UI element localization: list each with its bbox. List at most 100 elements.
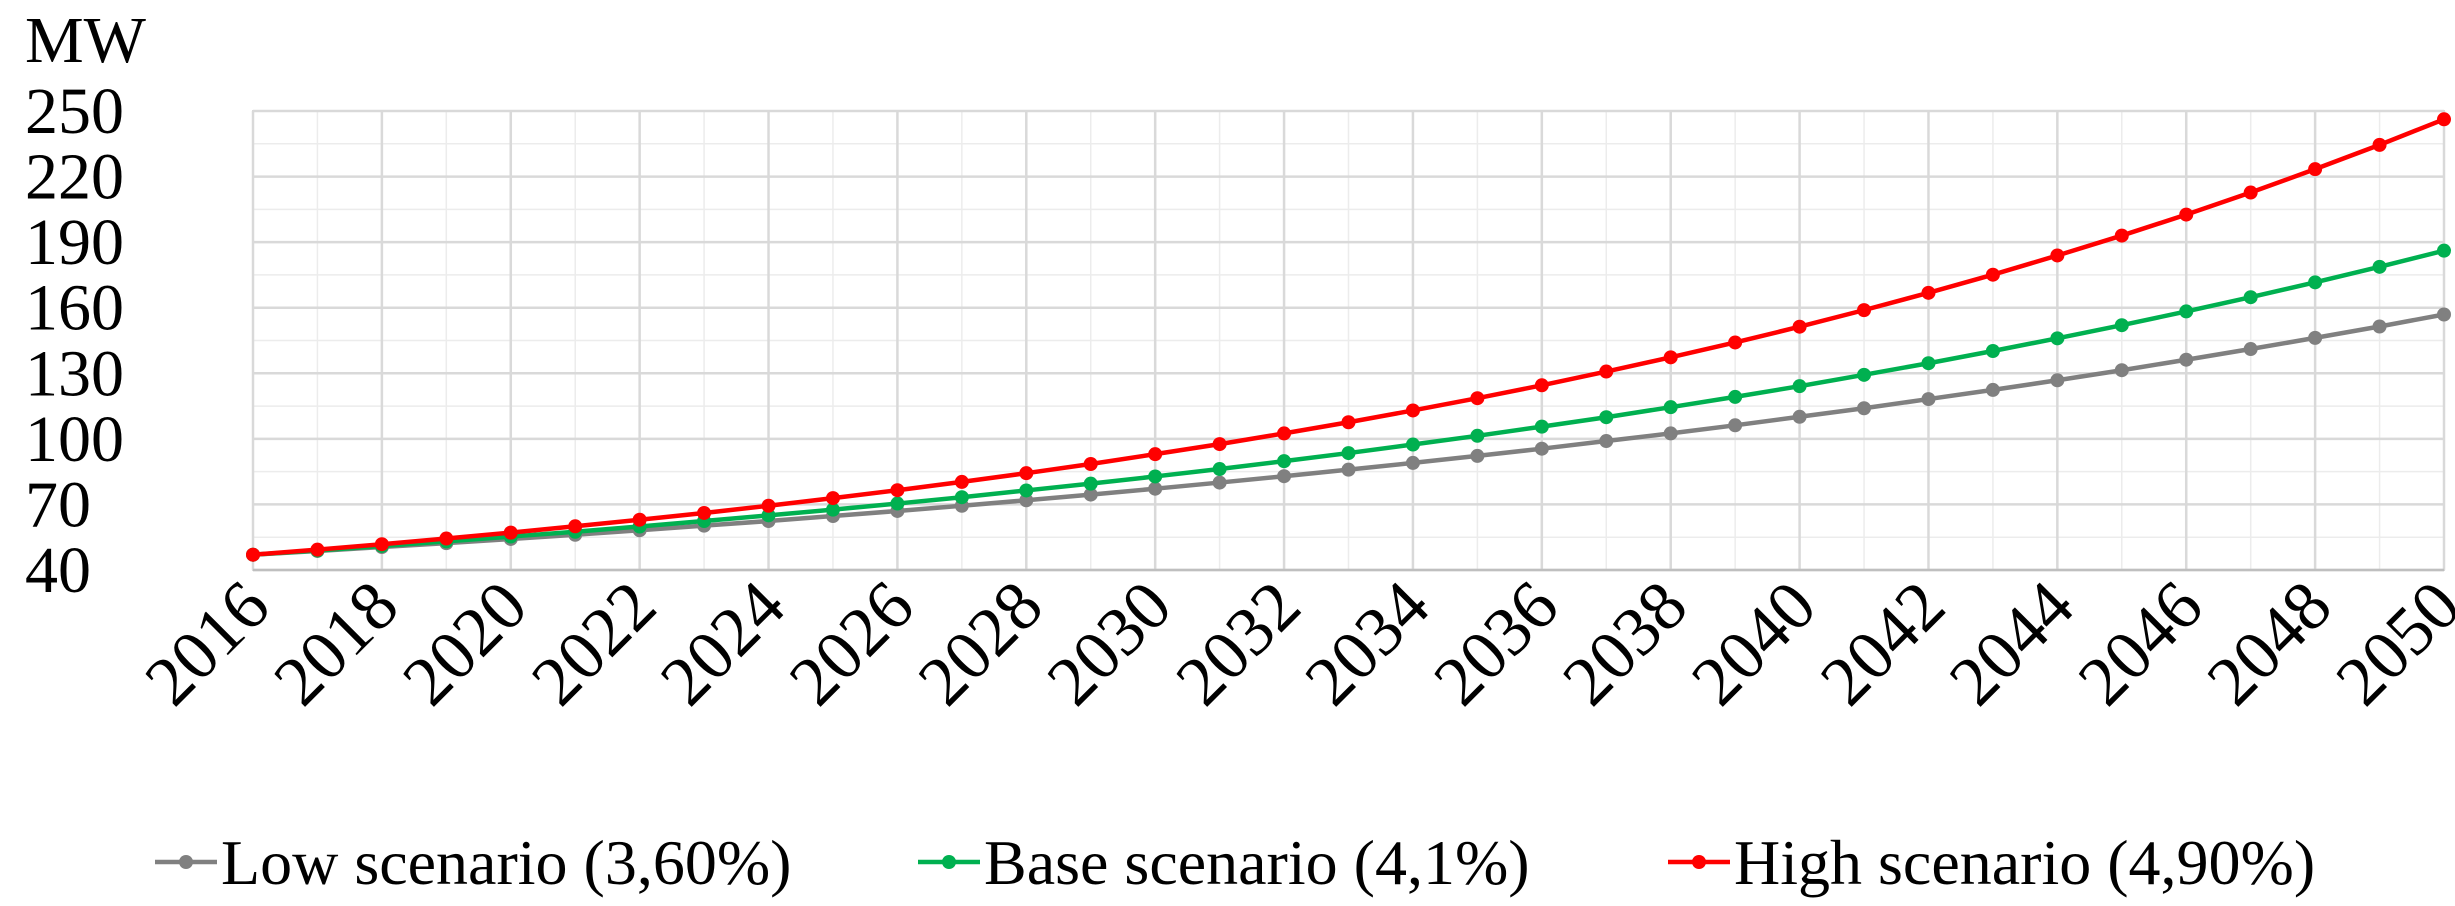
data-point — [1792, 379, 1807, 394]
x-tick-label: 2040 — [1677, 567, 1830, 720]
data-point — [2179, 352, 2194, 367]
data-point — [954, 490, 969, 505]
data-point — [2372, 137, 2387, 152]
data-point — [1470, 428, 1485, 443]
x-tick-label: 2024 — [646, 567, 799, 720]
x-tick-label: 2038 — [1549, 567, 1702, 720]
data-point — [1019, 493, 1034, 508]
x-tick-label: 2042 — [1806, 567, 1959, 720]
x-tick-label: 2034 — [1291, 567, 1444, 720]
data-point — [1019, 466, 1034, 481]
y-tick-label: 40 — [25, 534, 91, 607]
data-point — [2179, 304, 2194, 319]
data-point — [890, 496, 905, 511]
x-tick-label: 2048 — [2193, 567, 2346, 720]
data-point — [1405, 403, 1420, 418]
data-point — [632, 512, 647, 527]
data-point — [1792, 409, 1807, 424]
data-point — [2372, 259, 2387, 274]
data-point — [374, 537, 389, 552]
y-tick-label: 250 — [25, 75, 124, 148]
x-tick-label: 2022 — [518, 567, 671, 720]
legend-label: Base scenario (4,1%) — [984, 827, 1530, 898]
legend-marker — [942, 855, 956, 869]
legend-marker — [1692, 855, 1706, 869]
data-point — [1663, 350, 1678, 365]
legend-marker — [179, 855, 193, 869]
data-point — [1921, 285, 1936, 300]
data-point — [439, 531, 454, 546]
data-point — [697, 505, 712, 520]
data-point — [1212, 475, 1227, 490]
data-point — [1599, 364, 1614, 379]
data-point — [1857, 303, 1872, 318]
legend-label: High scenario (4,90%) — [1734, 827, 2315, 898]
legend-label: Low scenario (3,60%) — [221, 827, 791, 898]
data-point — [1985, 343, 2000, 358]
data-point — [1921, 356, 1936, 371]
data-point — [825, 502, 840, 517]
data-point — [2114, 318, 2129, 333]
data-point — [1728, 418, 1743, 433]
data-point — [1341, 415, 1356, 430]
data-point — [1341, 446, 1356, 461]
data-point — [2050, 373, 2065, 388]
x-tick-label: 2026 — [775, 567, 928, 720]
data-point — [2372, 319, 2387, 334]
y-tick-label: 220 — [25, 141, 124, 214]
data-point — [2437, 112, 2451, 127]
x-tick-label: 2044 — [1935, 567, 2088, 720]
data-point — [2179, 207, 2194, 222]
data-point — [2308, 275, 2323, 290]
data-point — [2114, 228, 2129, 243]
data-point — [1534, 378, 1549, 393]
data-point — [1277, 454, 1292, 469]
data-point — [1534, 441, 1549, 456]
data-point — [1663, 400, 1678, 415]
x-tick-label: 2050 — [2322, 567, 2455, 720]
y-tick-label: 190 — [25, 206, 124, 279]
y-tick-label: 100 — [25, 403, 124, 476]
data-point — [1277, 426, 1292, 441]
data-point — [1857, 401, 1872, 416]
data-point — [2114, 363, 2129, 378]
x-tick-label: 2018 — [260, 567, 413, 720]
data-point — [2308, 162, 2323, 177]
x-tick-label: 2028 — [904, 567, 1057, 720]
data-point — [2243, 290, 2258, 305]
data-point — [568, 519, 583, 534]
data-point — [1985, 382, 2000, 397]
data-point — [1019, 483, 1034, 498]
x-tick-label: 2016 — [131, 567, 284, 720]
data-point — [1663, 426, 1678, 441]
data-point — [825, 491, 840, 506]
data-point — [2243, 342, 2258, 357]
data-point — [1985, 267, 2000, 282]
data-point — [2437, 307, 2451, 322]
data-point — [761, 498, 776, 513]
data-point — [1405, 455, 1420, 470]
y-tick-label: 70 — [25, 468, 91, 541]
data-point — [2050, 248, 2065, 263]
data-point — [1728, 335, 1743, 350]
x-tick-label: 2046 — [2064, 567, 2217, 720]
data-point — [761, 508, 776, 523]
x-tick-label: 2036 — [1420, 567, 1573, 720]
data-point — [2308, 330, 2323, 345]
data-point — [1212, 462, 1227, 477]
data-point — [2243, 185, 2258, 200]
data-point — [1405, 437, 1420, 452]
data-point — [890, 483, 905, 498]
data-point — [1083, 456, 1098, 471]
data-point — [1792, 319, 1807, 334]
x-tick-label: 2032 — [1162, 567, 1315, 720]
data-point — [1083, 487, 1098, 502]
y-axis-label: MW — [25, 4, 147, 77]
data-point — [2437, 243, 2451, 258]
data-point — [310, 542, 325, 557]
data-point — [954, 474, 969, 489]
data-point — [1534, 419, 1549, 434]
data-point — [1341, 462, 1356, 477]
data-point — [1277, 469, 1292, 484]
